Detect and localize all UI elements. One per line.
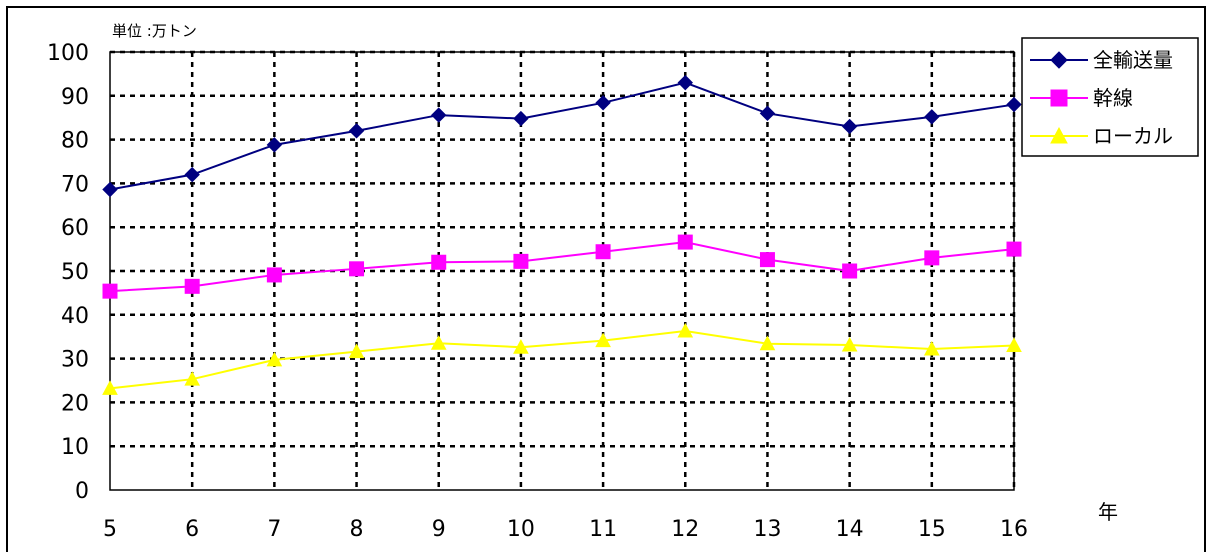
x-tick-label: 13 [753, 517, 781, 542]
data-point [431, 107, 447, 123]
x-tick-labels: 5 6 7 8 9 10 11 12 13 14 15 16 [103, 517, 1028, 542]
data-point [1006, 337, 1022, 352]
data-point [759, 252, 775, 268]
data-point [513, 339, 529, 354]
y-tick-label: 80 [61, 129, 89, 154]
data-point [841, 336, 858, 352]
x-tick-label: 16 [1000, 517, 1028, 542]
data-point [595, 95, 611, 111]
series-line [109, 329, 1015, 390]
data-point [513, 110, 529, 127]
series-2 [102, 234, 1022, 299]
data-point [266, 351, 283, 367]
legend-marker [1050, 51, 1068, 69]
data-point [677, 322, 694, 338]
y-tick-label: 70 [61, 172, 89, 197]
x-tick-label: 8 [350, 517, 364, 542]
data-point [348, 343, 365, 359]
legend-marker [1050, 126, 1068, 144]
y-tick-label: 100 [47, 41, 89, 66]
unit-label: 単位 :万トン [112, 22, 197, 40]
data-point [266, 137, 283, 153]
data-point [349, 261, 365, 277]
data-point [924, 109, 940, 125]
data-point [102, 283, 118, 299]
y-tick-label: 20 [61, 391, 89, 416]
y-tick-label: 90 [61, 85, 89, 110]
data-point [759, 105, 776, 122]
legend-marker [1050, 89, 1068, 107]
data-point [266, 267, 282, 283]
data-point [184, 166, 200, 183]
x-tick-label: 12 [671, 517, 699, 542]
data-point [348, 123, 365, 139]
data-point [677, 234, 693, 250]
data-point [102, 380, 118, 395]
data-point [842, 263, 858, 279]
series-1 [102, 74, 1022, 198]
y-tick-label: 60 [61, 216, 89, 241]
data-point [431, 254, 447, 270]
data-point [595, 332, 611, 348]
x-tick-label: 10 [507, 517, 535, 542]
y-tick-label: 50 [61, 260, 89, 285]
series-line [109, 81, 1015, 191]
x-tick-label: 6 [185, 517, 199, 542]
legend-label: ローカル [1093, 124, 1173, 148]
axes [109, 50, 1016, 491]
data-point [102, 181, 118, 198]
data-point [595, 244, 611, 260]
y-tick-labels: 0 10 20 30 40 50 60 70 80 90 100 [47, 41, 89, 504]
x-tick-label: 14 [836, 517, 864, 542]
series-3 [102, 322, 1022, 395]
x-tick-label: 15 [918, 517, 946, 542]
data-point [677, 74, 693, 91]
y-tick-label: 40 [61, 304, 89, 329]
data-point [924, 250, 940, 266]
data-point [841, 118, 858, 135]
data-point [1006, 241, 1022, 257]
y-tick-label: 10 [61, 435, 89, 460]
chart-frame [6, 6, 1206, 552]
series-layer [102, 74, 1022, 395]
data-point [923, 340, 940, 356]
y-tick-label: 30 [61, 348, 89, 373]
legend-label: 全輸送量 [1093, 48, 1173, 72]
x-tick-label: 11 [589, 517, 617, 542]
y-tick-label: 0 [75, 479, 89, 504]
data-point [759, 335, 776, 351]
grid-lines [110, 52, 1014, 490]
data-point [184, 278, 200, 294]
data-point [184, 371, 201, 386]
data-point [513, 253, 529, 269]
data-point [430, 335, 447, 350]
series-line [109, 241, 1015, 293]
x-tick-label: 7 [267, 517, 281, 542]
data-point [1006, 96, 1022, 113]
x-tick-label: 9 [432, 517, 446, 542]
x-tick-label: 5 [103, 517, 117, 542]
x-axis-label: 年 [1098, 500, 1118, 524]
legend-label: 幹線 [1093, 86, 1133, 110]
